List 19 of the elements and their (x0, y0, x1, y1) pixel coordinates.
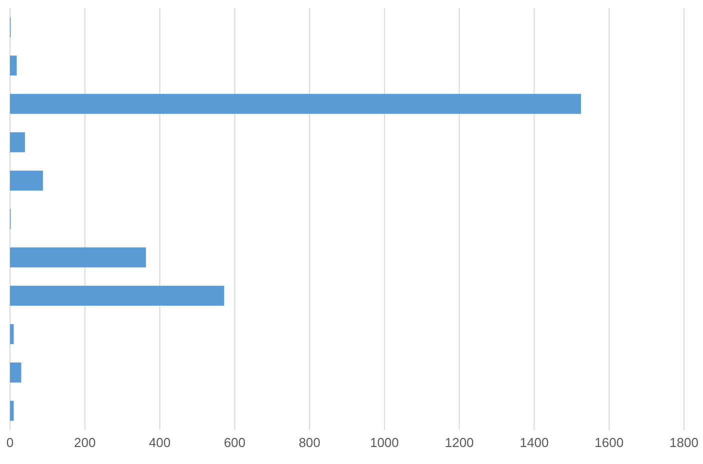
bar (10, 362, 22, 382)
x-tick-label: 1200 (444, 435, 474, 450)
x-tick-label: 1400 (520, 435, 549, 450)
bar (10, 56, 17, 76)
x-tick-label: 800 (298, 435, 320, 450)
bar (10, 400, 14, 421)
bar (10, 94, 582, 114)
x-tick-label: 200 (74, 435, 96, 450)
bar (10, 132, 25, 152)
bar (10, 324, 14, 344)
x-tick-label: 600 (224, 435, 246, 450)
bar (10, 247, 146, 268)
bar (10, 286, 224, 306)
x-tick-label: 1600 (594, 435, 624, 450)
x-tick-label: 1800 (670, 435, 698, 450)
x-tick-label: 1000 (370, 435, 399, 450)
x-tick-label: 400 (148, 435, 171, 450)
bar (10, 170, 43, 191)
x-tick-label: 0 (6, 435, 14, 450)
